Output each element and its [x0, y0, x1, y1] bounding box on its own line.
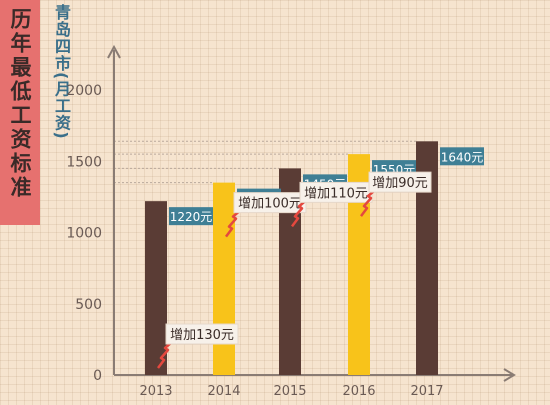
x-tick-label: 2017 [410, 384, 443, 399]
increase-zigzag-icon [360, 189, 376, 217]
y-axis-arrow [107, 44, 121, 59]
increment-label: 增加100元 [238, 197, 302, 212]
y-tick-label: 500 [75, 297, 102, 313]
increase-zigzag-icon [157, 341, 173, 369]
increment-label: 增加130元 [170, 328, 234, 343]
chart-subtitle: 青岛四市(月工资) [52, 4, 71, 140]
increment-label: 增加110元 [304, 186, 368, 201]
increment-label-bg [165, 323, 239, 345]
x-tick-label: 2015 [273, 384, 306, 399]
x-tick-label: 2016 [342, 384, 375, 399]
value-label: 1220元 [170, 210, 213, 224]
bar-2013 [145, 201, 167, 375]
increment-label-bg [368, 171, 432, 193]
bar-2016 [348, 154, 370, 375]
x-tick-label: 2014 [207, 384, 240, 399]
increment-label: 增加90元 [372, 176, 428, 191]
value-label-bg [440, 147, 484, 166]
y-tick-label: 2000 [66, 83, 102, 99]
increase-zigzag-icon [291, 199, 307, 228]
x-tick-label: 2013 [139, 384, 172, 399]
title-banner: 历年最低工资标准 [0, 0, 40, 225]
y-tick-label: 1000 [66, 226, 102, 242]
value-label: 1640元 [441, 150, 484, 164]
bar-2014 [213, 182, 235, 375]
y-tick-label: 1500 [66, 154, 102, 170]
chart-title: 历年最低工资标准 [8, 8, 32, 200]
bar-2017 [416, 141, 438, 375]
x-axis-arrow [503, 368, 516, 382]
value-label-bg [169, 207, 213, 226]
increase-zigzag-icon [225, 209, 241, 238]
y-tick-label: 0 [93, 368, 102, 384]
